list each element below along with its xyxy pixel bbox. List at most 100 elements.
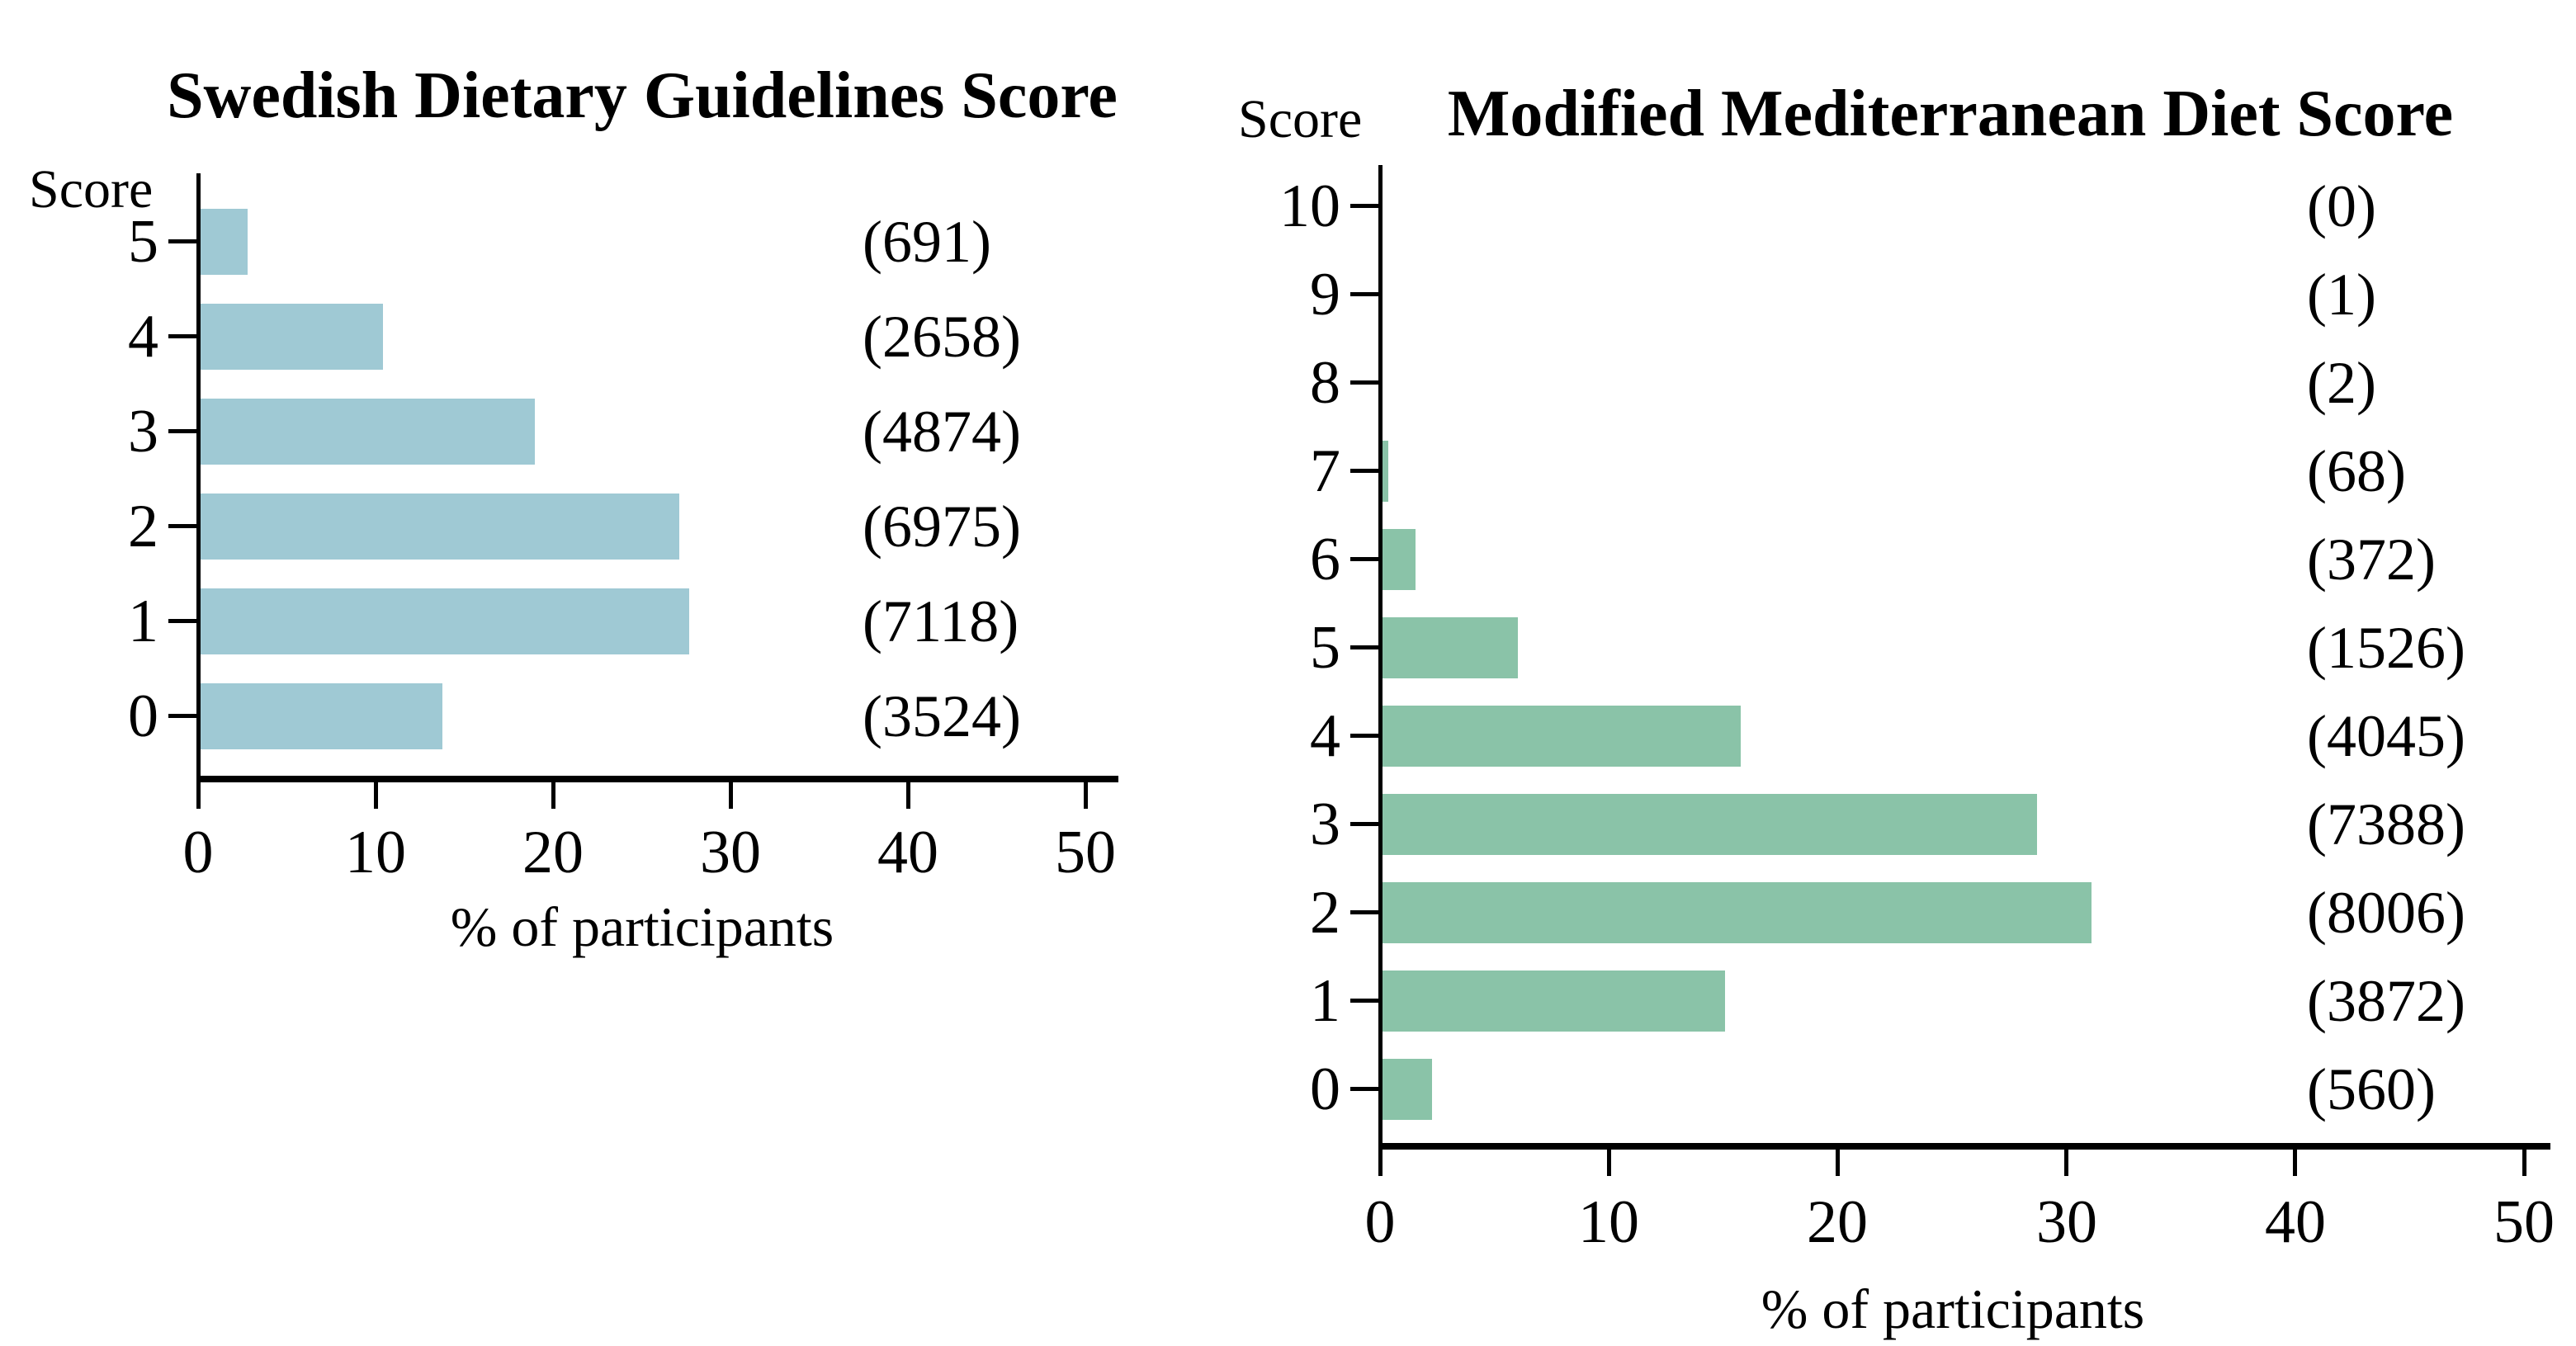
y-tick-label-score-4: 4 <box>1310 702 1340 770</box>
y-tick-label-score-6: 6 <box>1310 526 1340 593</box>
x-tick-0 <box>196 782 201 809</box>
y-tick-label-score-0: 0 <box>128 682 158 750</box>
x-axis-title: % of participants <box>450 895 834 958</box>
x-tick-label-0: 0 <box>1364 1188 1396 1256</box>
count-score-1: (3872) <box>2307 968 2465 1034</box>
x-tick-40 <box>2293 1150 2297 1176</box>
x-tick-10 <box>1607 1150 1611 1176</box>
y-tick-label-score-1: 1 <box>128 588 158 655</box>
y-tick-label-score-1: 1 <box>1310 967 1340 1035</box>
x-tick-label-10: 10 <box>1578 1188 1639 1256</box>
count-score-4: (4045) <box>2307 703 2465 769</box>
x-tick-0 <box>1378 1150 1383 1176</box>
x-tick-label-20: 20 <box>522 819 584 886</box>
y-tick-score-1 <box>1350 999 1380 1003</box>
x-tick-label-30: 30 <box>2036 1188 2097 1256</box>
x-axis-line <box>196 776 1118 782</box>
y-tick-score-3 <box>1350 822 1380 826</box>
count-score-3: (4874) <box>863 399 1021 465</box>
count-score-0: (560) <box>2307 1056 2436 1122</box>
bar-score-4 <box>1383 706 1741 767</box>
x-tick-label-50: 50 <box>1055 819 1116 886</box>
chart-title: Swedish Dietary Guidelines Score <box>167 59 1118 133</box>
y-tick-label-score-2: 2 <box>128 493 158 560</box>
count-score-2: (6975) <box>863 494 1021 560</box>
x-tick-label-30: 30 <box>700 819 761 886</box>
y-tick-score-5 <box>1350 645 1380 649</box>
count-score-3: (7388) <box>2307 791 2465 857</box>
y-tick-score-10 <box>1350 204 1380 208</box>
x-tick-10 <box>374 782 378 809</box>
x-tick-50 <box>1084 782 1088 809</box>
x-tick-30 <box>2064 1150 2068 1176</box>
y-tick-label-score-4: 4 <box>128 303 158 371</box>
bar-score-0 <box>201 683 442 749</box>
y-tick-score-4 <box>1350 734 1380 738</box>
x-tick-20 <box>1836 1150 1840 1176</box>
y-axis-title: Score <box>29 159 154 220</box>
bar-score-4 <box>201 304 383 370</box>
y-axis-title: Score <box>1238 89 1363 149</box>
y-tick-score-8 <box>1350 380 1380 385</box>
y-tick-score-5 <box>168 239 198 243</box>
y-tick-score-6 <box>1350 557 1380 561</box>
count-score-10: (0) <box>2307 173 2376 239</box>
x-tick-20 <box>551 782 555 809</box>
y-tick-score-4 <box>168 334 198 338</box>
y-tick-score-9 <box>1350 292 1380 296</box>
y-axis-line <box>1378 165 1383 1150</box>
y-tick-label-score-2: 2 <box>1310 879 1340 947</box>
y-tick-label-score-0: 0 <box>1310 1056 1340 1123</box>
x-axis-title: % of participants <box>1761 1278 2145 1340</box>
count-score-5: (1526) <box>2307 615 2465 681</box>
y-tick-label-score-10: 10 <box>1279 172 1340 240</box>
count-score-7: (68) <box>2307 438 2406 504</box>
count-score-8: (2) <box>2307 350 2376 416</box>
bar-score-6 <box>1383 529 1416 590</box>
bar-score-2 <box>1383 882 2092 943</box>
count-score-1: (7118) <box>863 588 1019 654</box>
y-tick-label-score-9: 9 <box>1310 261 1340 328</box>
x-tick-40 <box>906 782 910 809</box>
x-tick-label-0: 0 <box>182 819 214 886</box>
count-score-6: (372) <box>2307 527 2436 593</box>
y-tick-label-score-5: 5 <box>1310 614 1340 682</box>
bar-score-2 <box>201 494 679 560</box>
x-tick-50 <box>2522 1150 2526 1176</box>
bar-score-3 <box>1383 794 2037 855</box>
y-tick-label-score-7: 7 <box>1310 437 1340 505</box>
x-tick-label-10: 10 <box>345 819 406 886</box>
count-score-0: (3524) <box>863 683 1021 749</box>
bar-score-1 <box>1383 971 1725 1032</box>
y-tick-score-0 <box>1350 1087 1380 1091</box>
bar-score-5 <box>201 209 248 275</box>
bar-score-1 <box>201 588 689 654</box>
x-tick-30 <box>729 782 733 809</box>
bar-score-5 <box>1383 617 1518 678</box>
x-tick-label-40: 40 <box>2265 1188 2326 1256</box>
x-axis-line <box>1378 1143 2550 1150</box>
bar-score-3 <box>201 399 535 465</box>
x-tick-label-20: 20 <box>1807 1188 1868 1256</box>
count-score-5: (691) <box>863 209 991 275</box>
y-axis-line <box>196 173 201 782</box>
bar-score-0 <box>1383 1059 1432 1120</box>
x-tick-label-50: 50 <box>2493 1188 2555 1256</box>
count-score-4: (2658) <box>863 304 1021 370</box>
y-tick-score-1 <box>168 619 198 623</box>
y-tick-label-score-5: 5 <box>128 208 158 276</box>
y-tick-score-3 <box>168 429 198 433</box>
y-tick-score-2 <box>1350 910 1380 914</box>
chart-title: Modified Mediterranean Diet Score <box>1447 78 2454 151</box>
y-tick-label-score-3: 3 <box>128 398 158 465</box>
y-tick-score-2 <box>168 524 198 528</box>
x-tick-label-40: 40 <box>877 819 938 886</box>
count-score-9: (1) <box>2307 262 2376 328</box>
count-score-2: (8006) <box>2307 880 2465 946</box>
y-tick-label-score-3: 3 <box>1310 791 1340 858</box>
y-tick-score-0 <box>168 714 198 718</box>
y-tick-score-7 <box>1350 469 1380 473</box>
